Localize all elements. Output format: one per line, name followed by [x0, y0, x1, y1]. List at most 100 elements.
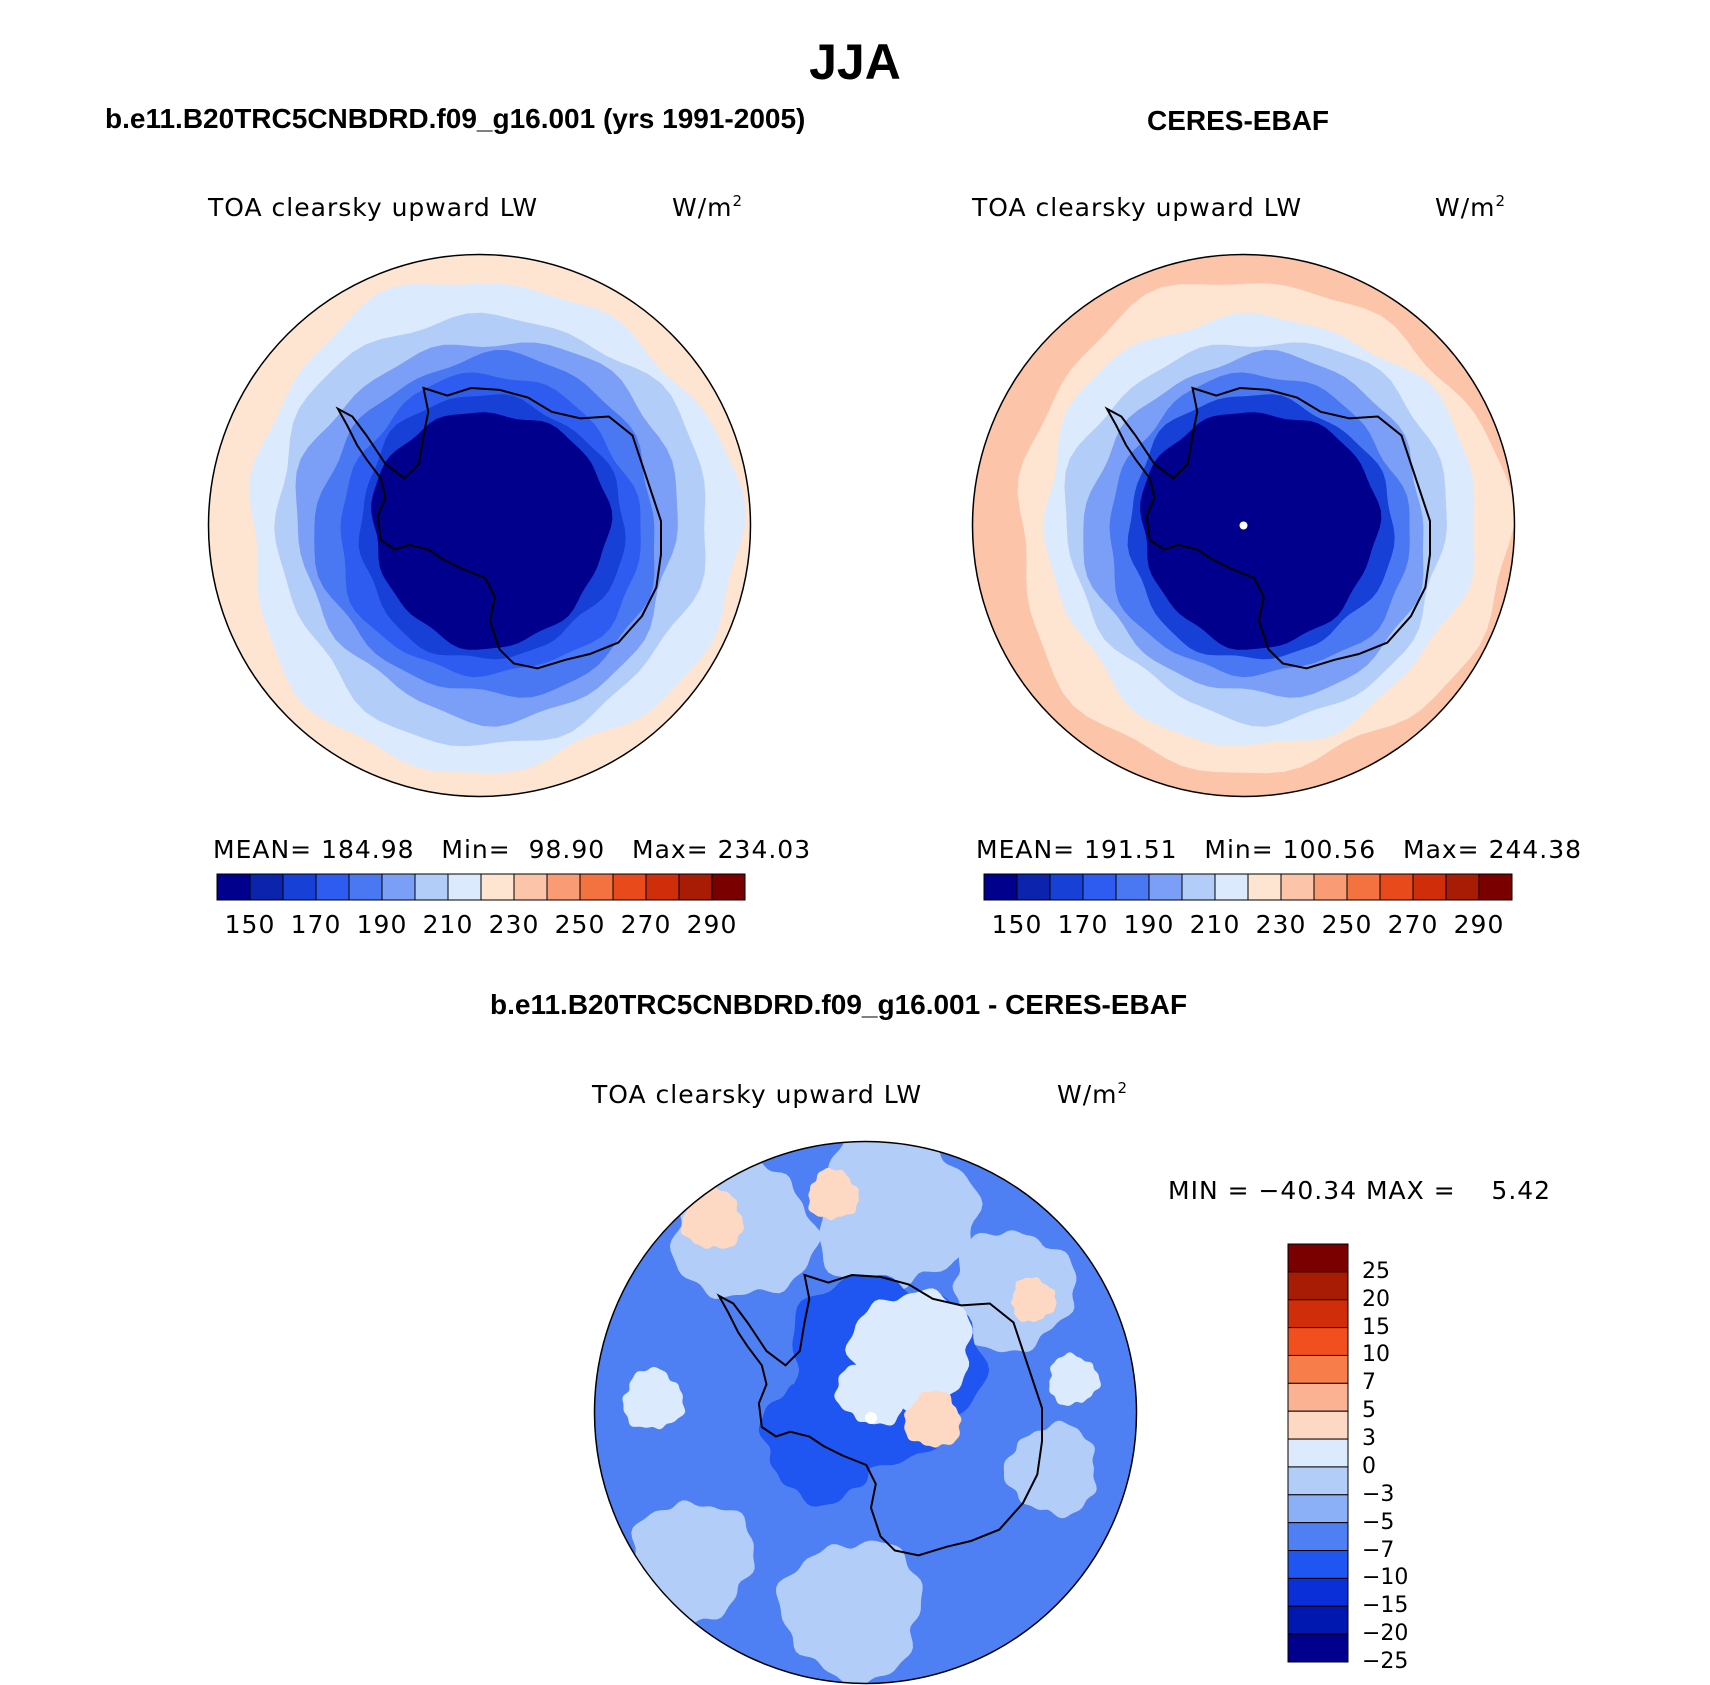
diff-colorbar — [1288, 1244, 1350, 1662]
colorbar-tick-label: −5 — [1362, 1510, 1394, 1536]
colorbar-swatch — [679, 874, 712, 900]
colorbar-swatch — [1050, 874, 1083, 900]
diff-units-label: W/m2 — [1057, 1080, 1128, 1110]
colorbar-tick-label: −25 — [1362, 1649, 1408, 1675]
colorbar-swatch — [1347, 874, 1380, 900]
obs-max-value: 244.38 — [1489, 835, 1582, 864]
colorbar-swatch — [1288, 1523, 1348, 1551]
obs-mean-value: 191.51 — [1084, 835, 1177, 864]
colorbar-swatch — [1248, 874, 1281, 900]
colorbar-swatch — [1083, 874, 1116, 900]
pole-point — [865, 1412, 877, 1424]
colorbar-swatch — [580, 874, 613, 900]
colorbar-swatch — [1182, 874, 1215, 900]
colorbar-swatch — [1380, 874, 1413, 900]
colorbar-swatch — [349, 874, 382, 900]
colorbar-swatch — [1288, 1634, 1348, 1662]
colorbar-swatch — [382, 874, 415, 900]
colorbar-swatch — [1288, 1328, 1348, 1356]
colorbar-swatch — [1288, 1606, 1348, 1634]
colorbar-swatch — [1314, 874, 1347, 900]
colorbar-tick-label: 3 — [1362, 1426, 1376, 1452]
model-case-title: b.e11.B20TRC5CNBDRD.f09_g16.001 (yrs 199… — [105, 102, 805, 136]
colorbar-tick-label: 10 — [1362, 1342, 1390, 1368]
colorbar-swatch — [448, 874, 481, 900]
obs-stats: MEAN= 191.51 Min= 100.56 Max= 244.38 — [976, 835, 1582, 865]
colorbar-swatch — [613, 874, 646, 900]
colorbar-tick-label: −20 — [1362, 1621, 1408, 1647]
obs-variable-label: TOA clearsky upward LW — [972, 193, 1302, 223]
model-mean-value: 184.98 — [321, 835, 414, 864]
diff-variable-label: TOA clearsky upward LW — [592, 1080, 922, 1110]
model-min-label: Min= — [441, 835, 510, 864]
colorbar-tick-label: 150 — [225, 910, 276, 940]
colorbar-swatch — [415, 874, 448, 900]
diff-case-title: b.e11.B20TRC5CNBDRD.f09_g16.001 - CERES-… — [490, 988, 1187, 1022]
colorbar-tick-label: 7 — [1362, 1370, 1376, 1396]
model-colorbar — [217, 874, 745, 904]
colorbar-swatch — [1479, 874, 1512, 900]
colorbar-swatch — [1288, 1411, 1348, 1439]
colorbar-swatch — [1288, 1355, 1348, 1383]
obs-units-label: W/m2 — [1435, 193, 1506, 223]
colorbar-swatch — [1288, 1439, 1348, 1467]
colorbar-tick-label: 20 — [1362, 1287, 1390, 1313]
colorbar-swatch — [316, 874, 349, 900]
model-stats: MEAN= 184.98 Min= 98.90 Max= 234.03 — [213, 835, 811, 865]
colorbar-tick-label: 250 — [555, 910, 606, 940]
colorbar-tick-label: −10 — [1362, 1565, 1408, 1591]
colorbar-tick-label: 190 — [1124, 910, 1175, 940]
colorbar-tick-label: 250 — [1322, 910, 1373, 940]
colorbar-tick-label: 230 — [1256, 910, 1307, 940]
diff-minmax: MIN = −40.34 MAX = 5.42 — [1168, 1176, 1551, 1206]
colorbar-swatch — [250, 874, 283, 900]
colorbar-swatch — [1288, 1244, 1348, 1272]
colorbar-swatch — [481, 874, 514, 900]
colorbar-swatch — [1281, 874, 1314, 900]
colorbar-tick-label: 15 — [1362, 1315, 1390, 1341]
pole-point — [1240, 522, 1248, 530]
colorbar-swatch — [1446, 874, 1479, 900]
colorbar-tick-label: 170 — [1058, 910, 1109, 940]
model-max-label: Max= — [632, 835, 709, 864]
colorbar-tick-label: 150 — [992, 910, 1043, 940]
colorbar-tick-label: 270 — [621, 910, 672, 940]
obs-case-title: CERES-EBAF — [1147, 104, 1329, 138]
colorbar-swatch — [1288, 1467, 1348, 1495]
colorbar-tick-label: 230 — [489, 910, 540, 940]
colorbar-swatch — [1288, 1495, 1348, 1523]
obs-colorbar — [984, 874, 1512, 904]
colorbar-swatch — [1215, 874, 1248, 900]
colorbar-tick-label: 190 — [357, 910, 408, 940]
colorbar-tick-label: −3 — [1362, 1482, 1394, 1508]
colorbar-tick-label: 170 — [291, 910, 342, 940]
colorbar-swatch — [1116, 874, 1149, 900]
colorbar-swatch — [1149, 874, 1182, 900]
colorbar-swatch — [1288, 1578, 1348, 1606]
colorbar-swatch — [1288, 1383, 1348, 1411]
colorbar-tick-label: −15 — [1362, 1593, 1408, 1619]
obs-polar-map — [971, 253, 1516, 798]
colorbar-tick-label: 0 — [1362, 1454, 1376, 1480]
colorbar-tick-label: 210 — [1190, 910, 1241, 940]
model-polar-map — [207, 253, 752, 798]
colorbar-tick-label: −7 — [1362, 1538, 1394, 1564]
model-mean-label: MEAN= — [213, 835, 312, 864]
figure-title: JJA — [0, 32, 1710, 92]
colorbar-swatch — [1288, 1272, 1348, 1300]
colorbar-tick-label: 5 — [1362, 1398, 1376, 1424]
colorbar-tick-label: 290 — [1454, 910, 1505, 940]
colorbar-tick-label: 270 — [1388, 910, 1439, 940]
obs-min-value: 100.56 — [1283, 835, 1376, 864]
colorbar-swatch — [1413, 874, 1446, 900]
model-units-label: W/m2 — [672, 193, 743, 223]
colorbar-swatch — [1017, 874, 1050, 900]
colorbar-swatch — [547, 874, 580, 900]
model-min-value: 98.90 — [529, 835, 606, 864]
obs-mean-label: MEAN= — [976, 835, 1075, 864]
colorbar-swatch — [712, 874, 745, 900]
colorbar-swatch — [646, 874, 679, 900]
colorbar-swatch — [1288, 1551, 1348, 1579]
